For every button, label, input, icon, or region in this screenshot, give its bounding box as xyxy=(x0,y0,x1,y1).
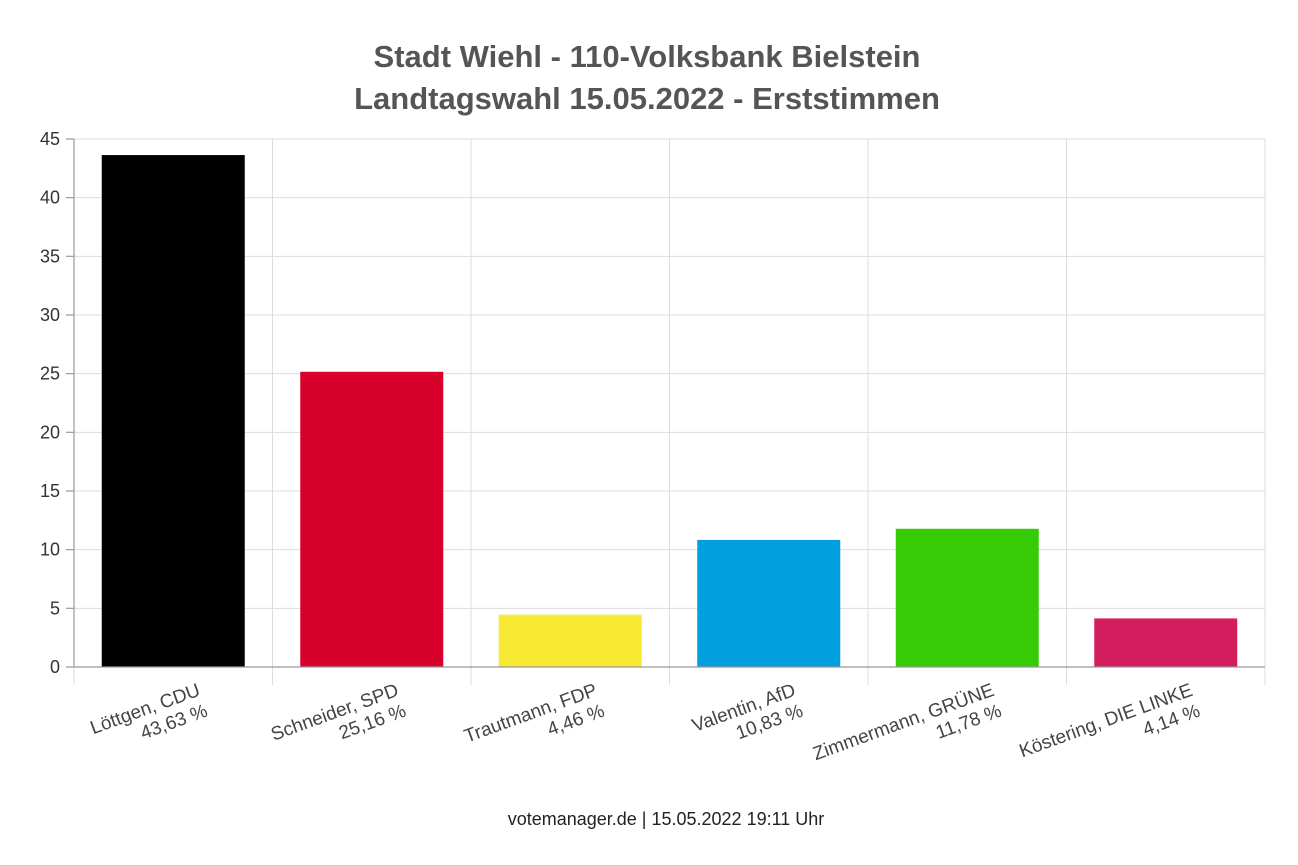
bars xyxy=(101,155,1238,668)
bar[interactable] xyxy=(895,528,1039,667)
y-tick-label: 20 xyxy=(40,422,60,442)
bar[interactable] xyxy=(1094,618,1238,667)
y-tick-label: 25 xyxy=(40,364,60,384)
y-tick-label: 45 xyxy=(40,129,60,149)
y-tick-label: 40 xyxy=(40,188,60,208)
y-tick-label: 30 xyxy=(40,305,60,325)
y-axis-ticks: 0 5 10 15 20 25 30 35 40 45 xyxy=(40,129,60,677)
y-tick-label: 0 xyxy=(50,657,60,677)
chart-title-line-1: Stadt Wiehl - 110-Volksbank Bielstein xyxy=(374,39,921,74)
bar[interactable] xyxy=(101,155,245,668)
y-tick-label: 10 xyxy=(40,540,60,560)
axes xyxy=(66,138,1265,668)
chart-title-line-2: Landtagswahl 15.05.2022 - Erststimmen xyxy=(354,81,940,116)
bar[interactable] xyxy=(697,539,841,667)
y-tick-label: 5 xyxy=(50,598,60,618)
footer-source: votemanager.de | 15.05.2022 19:11 Uhr xyxy=(508,809,825,829)
grid xyxy=(73,138,1266,685)
bar[interactable] xyxy=(300,371,444,667)
bar[interactable] xyxy=(498,614,642,667)
y-tick-label: 15 xyxy=(40,481,60,501)
y-tick-label: 35 xyxy=(40,246,60,266)
